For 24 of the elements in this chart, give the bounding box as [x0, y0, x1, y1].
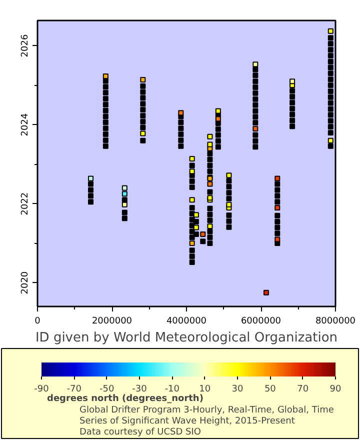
x-tick-label: 0: [34, 316, 41, 326]
text: Global Drifter Program 3-Hourly, Real-Time, Global, Time: [80, 406, 334, 416]
color-bar-label: -10: [164, 384, 180, 394]
x-axis-title: ID given by World Meteorological Organization: [35, 330, 338, 346]
y-tick-label: 2020: [20, 271, 30, 294]
x-tick-label: 2000000: [92, 316, 132, 326]
y-tick-label: 2026: [20, 34, 30, 58]
color-bar-label: -70: [66, 384, 82, 394]
x-tick-label: 8000000: [315, 316, 356, 326]
color-bar-label: 10: [199, 384, 211, 394]
y-tick-label: 2022: [20, 192, 30, 216]
y-tick-label: 2024: [20, 113, 30, 136]
color-bar-label: 30: [232, 384, 244, 394]
color-bar-label: -30: [132, 384, 148, 394]
x-tick-label: 4000000: [166, 316, 207, 326]
x-tick-label: 6000000: [240, 316, 282, 326]
color-bar-label: 90: [330, 384, 342, 394]
color-bar-label: -90: [34, 384, 50, 394]
color-bar-label: 50: [264, 384, 276, 394]
text: Data courtesy of UCSD SIO: [80, 428, 202, 438]
color-bar-title: degrees north (degrees_north): [47, 394, 204, 404]
text: Series of Significant Wave Height, 2015-Present: [80, 416, 296, 426]
color-bar-label: 70: [297, 384, 309, 394]
color-bar-label: -50: [99, 384, 114, 394]
